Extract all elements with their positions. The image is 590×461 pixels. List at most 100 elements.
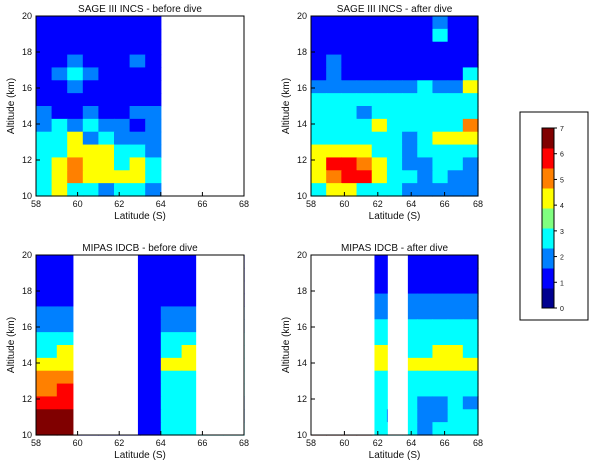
heatmap-cell — [356, 157, 373, 171]
heatmap-cell — [326, 80, 342, 94]
plot-frame — [35, 15, 245, 197]
heatmap-cell — [129, 41, 146, 56]
heatmap-cell — [447, 255, 464, 269]
colorbar-segment — [542, 148, 554, 169]
heatmap-cell — [447, 170, 464, 184]
heatmap-cell — [82, 93, 99, 107]
y-tick-label: 18 — [22, 286, 32, 296]
x-tick-label: 66 — [440, 199, 450, 209]
heatmap-cell — [98, 16, 115, 30]
heatmap-cell — [371, 383, 388, 398]
heatmap-cell — [51, 67, 68, 81]
heatmap-cell — [371, 319, 388, 333]
heatmap-cell — [341, 183, 358, 197]
heatmap-cell — [140, 280, 162, 295]
colorbar-frame — [541, 127, 555, 309]
heatmap-cell — [98, 170, 115, 184]
heatmap-cell — [129, 16, 146, 30]
heatmap-cell — [341, 157, 358, 171]
heatmap-cell — [417, 16, 434, 30]
heatmap-cell — [462, 106, 479, 120]
heatmap-cell — [82, 67, 99, 81]
heatmap-cell — [386, 118, 403, 133]
heatmap-cell — [160, 396, 183, 410]
heatmap-cell — [114, 157, 131, 171]
y-axis-label: Altitude (km) — [6, 317, 17, 373]
heatmap-cell — [36, 280, 58, 295]
heatmap-cell — [36, 293, 58, 308]
heatmap-cell — [432, 306, 449, 320]
colorbar-segment — [542, 128, 554, 149]
heatmap-cell — [56, 267, 79, 282]
heatmap-cell — [56, 409, 79, 423]
y-tick-label: 12 — [297, 394, 307, 404]
heatmap-cell — [432, 28, 449, 43]
heatmap-cell — [326, 54, 342, 69]
x-axis-label: Latitude (S) — [114, 211, 166, 222]
heatmap-cell — [417, 157, 434, 171]
heatmap-cell — [447, 306, 464, 320]
heatmap-cell — [56, 332, 79, 346]
plot-frame — [310, 254, 479, 436]
heatmap-cell — [432, 170, 449, 184]
heatmap-cell — [67, 183, 84, 197]
heatmap-cell — [447, 131, 464, 146]
heatmap-cell — [356, 131, 373, 146]
heatmap-cell — [386, 28, 403, 43]
heatmap-cell — [432, 157, 449, 171]
heatmap-cell — [160, 357, 183, 372]
heatmap-cell — [36, 67, 53, 81]
heatmap-cell — [140, 396, 162, 410]
heatmap-cell — [82, 118, 99, 133]
heatmap-cell — [326, 67, 342, 81]
heatmap-cell — [432, 106, 449, 120]
heatmap-cell — [36, 157, 53, 171]
heatmap-cell — [386, 106, 403, 120]
heatmap-cell — [51, 41, 68, 56]
heatmap-cell — [371, 409, 388, 423]
heatmap-cell — [56, 383, 79, 398]
heatmap-cell — [56, 306, 79, 320]
heatmap-cell — [371, 157, 388, 171]
heatmap-cell — [51, 28, 68, 43]
x-tick-label: 64 — [406, 438, 416, 448]
heatmap-cell — [356, 106, 373, 120]
heatmap-cell — [341, 118, 358, 133]
heatmap-cell — [402, 54, 418, 69]
colorbar-tick-label: 1 — [560, 280, 564, 287]
heatmap-cell — [402, 28, 418, 43]
heatmap-cell — [114, 118, 131, 133]
x-tick-label: 68 — [239, 438, 249, 448]
heatmap-cell — [371, 106, 388, 120]
heatmap-cell — [371, 280, 388, 295]
heatmap-cell — [36, 267, 58, 282]
x-tick-label: 58 — [306, 438, 316, 448]
x-tick-label: 60 — [339, 199, 349, 209]
colorbar-segment — [542, 288, 554, 309]
heatmap-cell — [417, 28, 434, 43]
heatmap-cell — [417, 422, 434, 436]
heatmap-cell — [98, 54, 115, 69]
heatmap-cell — [56, 293, 79, 308]
heatmap-cell — [462, 144, 479, 159]
heatmap-cell — [417, 255, 434, 269]
heatmap-cell — [129, 131, 146, 146]
heatmap-cell — [311, 183, 327, 197]
heatmap-cell — [417, 183, 434, 197]
heatmap-cell — [98, 41, 115, 56]
heatmap-cell — [356, 41, 373, 56]
y-tick-label: 10 — [22, 430, 32, 440]
x-tick-label: 64 — [406, 199, 416, 209]
heatmap-cell — [145, 118, 162, 133]
heatmap-cell — [129, 93, 146, 107]
y-tick-label: 12 — [297, 155, 307, 165]
heatmap-cell — [145, 67, 162, 81]
heatmap-cell — [36, 16, 53, 30]
heatmap-cell — [386, 183, 403, 197]
heatmap-cell — [82, 144, 99, 159]
heatmap-cell — [386, 54, 403, 69]
heatmap-cell — [36, 409, 58, 423]
heatmap-cell — [447, 54, 464, 69]
heatmap-cell — [67, 106, 84, 120]
chart-title: SAGE III INCS - before dive — [78, 4, 202, 15]
